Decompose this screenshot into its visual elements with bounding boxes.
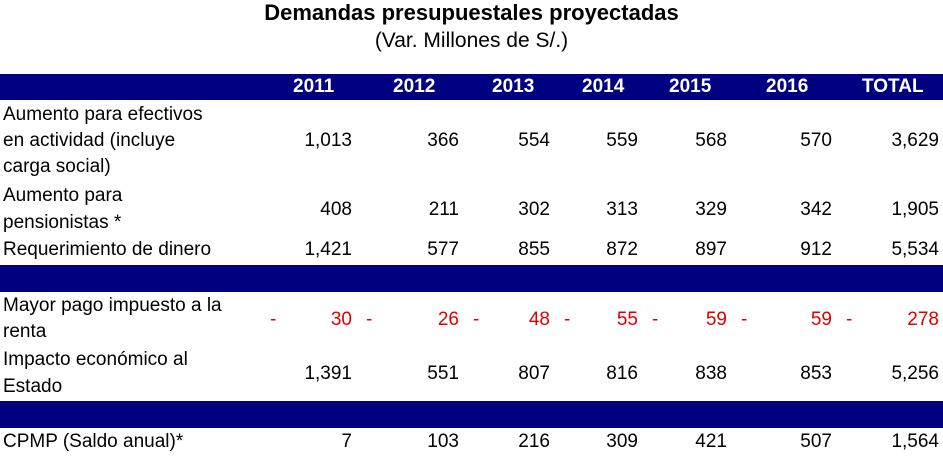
table-cell: 912 bbox=[800, 239, 832, 260]
table-cell: 3,629 bbox=[891, 130, 939, 151]
table-cell: 329 bbox=[695, 199, 727, 220]
table-cell: 1,421 bbox=[304, 239, 352, 260]
separator-band bbox=[0, 401, 943, 428]
table-cell: 897 bbox=[695, 239, 727, 260]
table-cell: 5,534 bbox=[891, 239, 939, 260]
table-cell: 26 bbox=[437, 309, 459, 330]
row-label: CPMP (Saldo anual)* bbox=[3, 431, 184, 452]
table-cell: 55 bbox=[616, 309, 638, 330]
table-cell: 366 bbox=[427, 130, 459, 151]
table-cell: 1,905 bbox=[891, 199, 939, 220]
header-band bbox=[0, 74, 943, 100]
table-cell: 5,256 bbox=[891, 363, 939, 384]
column-header-2013: 2013 bbox=[492, 76, 535, 97]
table-title: Demandas presupuestales proyectadas bbox=[264, 0, 679, 25]
row-label: en actividad (incluye bbox=[3, 130, 176, 151]
negative-sign: - bbox=[741, 309, 748, 330]
table-cell: 554 bbox=[518, 130, 550, 151]
table-cell: 48 bbox=[528, 309, 550, 330]
table-cell: 1,564 bbox=[891, 431, 939, 452]
row-label: renta bbox=[3, 321, 47, 342]
row-label: pensionistas * bbox=[3, 212, 122, 233]
table-cell: 421 bbox=[695, 431, 727, 452]
table-subtitle: (Var. Millones de S/.) bbox=[374, 29, 569, 52]
table-cell: 103 bbox=[427, 431, 459, 452]
table-cell: 59 bbox=[705, 309, 727, 330]
table-cell: 59 bbox=[810, 309, 832, 330]
table-cell: 309 bbox=[606, 431, 638, 452]
table-cell: 302 bbox=[518, 199, 550, 220]
row-label: Aumento para bbox=[3, 185, 123, 206]
table-cell: 816 bbox=[606, 363, 638, 384]
table-cell: 551 bbox=[427, 363, 459, 384]
negative-sign: - bbox=[564, 309, 571, 330]
table-cell: 211 bbox=[428, 199, 459, 220]
negative-sign: - bbox=[366, 309, 373, 330]
table-cell: 30 bbox=[330, 309, 352, 330]
column-header-2014: 2014 bbox=[582, 76, 625, 97]
table-cell: 278 bbox=[907, 309, 939, 330]
negative-sign: - bbox=[652, 309, 659, 330]
row-label: Mayor pago impuesto a la bbox=[3, 295, 222, 316]
table-cell: 313 bbox=[606, 199, 638, 220]
table-cell: 1,391 bbox=[304, 363, 352, 384]
column-header-2012: 2012 bbox=[393, 76, 436, 97]
row-label: Impacto económico al bbox=[3, 349, 188, 370]
table-cell: 507 bbox=[800, 431, 832, 452]
row-label: Aumento para efectivos bbox=[3, 104, 203, 125]
table-cell: 568 bbox=[695, 130, 727, 151]
column-header-total: TOTAL bbox=[862, 76, 924, 97]
row-label: Requerimiento de dinero bbox=[3, 239, 212, 260]
column-header-2016: 2016 bbox=[766, 76, 809, 97]
table-cell: 807 bbox=[518, 363, 550, 384]
table-cell: 559 bbox=[606, 130, 638, 151]
table-cell: 872 bbox=[606, 239, 638, 260]
negative-sign: - bbox=[846, 309, 853, 330]
table-cell: 855 bbox=[518, 239, 550, 260]
negative-sign: - bbox=[270, 309, 277, 330]
table-cell: 570 bbox=[800, 130, 832, 151]
table-cell: 577 bbox=[427, 239, 459, 260]
table-cell: 838 bbox=[695, 363, 727, 384]
column-header-2015: 2015 bbox=[669, 76, 712, 97]
separator-band bbox=[0, 265, 943, 292]
table-cell: 1,013 bbox=[304, 130, 352, 151]
table-cell: 342 bbox=[800, 199, 832, 220]
table-cell: 853 bbox=[800, 363, 832, 384]
table-cell: 7 bbox=[341, 431, 352, 452]
table-cell: 408 bbox=[320, 199, 352, 220]
column-header-2011: 2011 bbox=[293, 76, 335, 97]
row-label: carga social) bbox=[3, 156, 111, 177]
table-cell: 216 bbox=[518, 431, 550, 452]
row-label: Estado bbox=[3, 376, 63, 397]
negative-sign: - bbox=[473, 309, 480, 330]
